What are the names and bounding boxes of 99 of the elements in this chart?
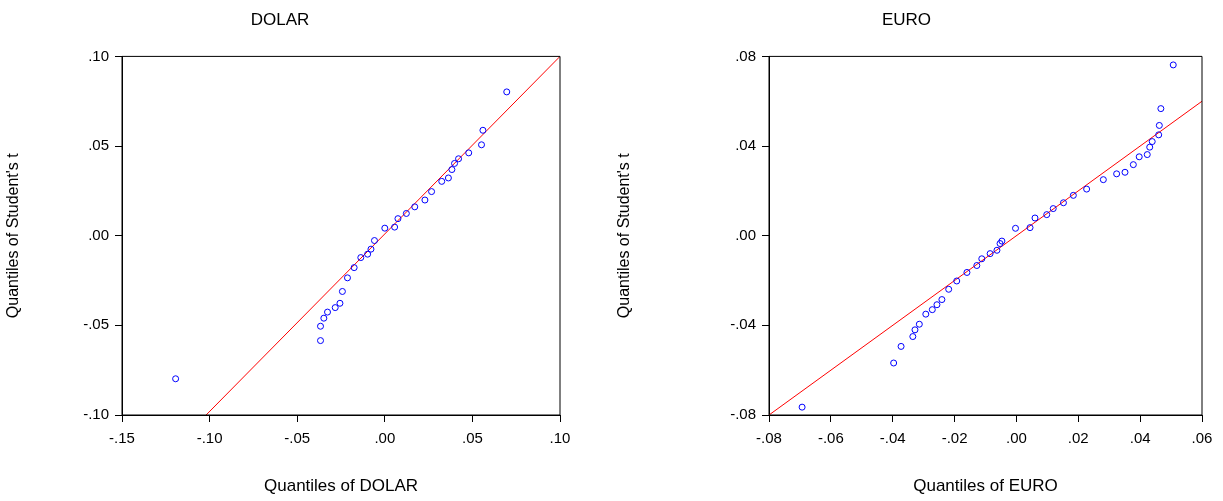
point	[897, 342, 905, 350]
point	[478, 141, 486, 149]
point	[915, 320, 923, 328]
point	[1069, 191, 1077, 199]
x-tick-label: -.05	[284, 429, 311, 447]
point	[479, 126, 487, 134]
point	[438, 177, 446, 185]
point	[798, 403, 806, 411]
x-tick-label: -.02	[941, 429, 968, 447]
point	[172, 375, 180, 383]
y-tick-label: -.08	[730, 405, 756, 423]
point	[1135, 153, 1143, 161]
point	[973, 262, 981, 270]
point	[909, 333, 917, 341]
point	[1148, 138, 1156, 146]
point	[1143, 151, 1151, 159]
point	[455, 155, 463, 163]
point	[421, 196, 429, 204]
y-axis-title: Quantiles of Student's t	[615, 152, 633, 319]
point	[1012, 224, 1019, 232]
point	[1043, 211, 1051, 219]
point	[465, 149, 473, 157]
point	[391, 223, 399, 231]
point	[411, 203, 419, 211]
chart-title: DOLAR	[250, 9, 310, 29]
point	[1113, 170, 1121, 178]
x-tick-label: -.08	[756, 429, 782, 447]
point	[1155, 121, 1163, 129]
point	[336, 299, 344, 307]
point	[998, 237, 1006, 245]
y-tick-label: -.04	[730, 315, 756, 333]
point	[1083, 185, 1091, 193]
point	[444, 174, 452, 182]
point	[938, 296, 946, 304]
x-tick-label: .02	[1067, 429, 1089, 447]
y-tick-label: .10	[88, 46, 109, 64]
point	[953, 277, 961, 285]
point	[986, 250, 994, 258]
x-tick-label: .00	[374, 429, 396, 447]
point	[317, 322, 324, 330]
x-tick-label: -.10	[196, 429, 223, 447]
point	[1026, 224, 1034, 232]
point	[922, 310, 930, 318]
point	[1146, 143, 1154, 151]
point	[394, 215, 402, 223]
point	[928, 306, 936, 314]
point	[993, 246, 1001, 254]
point	[911, 326, 919, 334]
point	[1169, 61, 1177, 69]
y-tick-label: .05	[88, 136, 109, 154]
point	[317, 337, 324, 345]
x-tick-label: .06	[1191, 429, 1213, 447]
point	[890, 359, 898, 367]
y-tick-label: .00	[88, 225, 109, 243]
y-tick-label: .08	[735, 46, 756, 64]
point	[996, 240, 1004, 248]
x-tick-label: -.06	[817, 429, 844, 447]
point	[503, 88, 511, 96]
point	[1121, 168, 1129, 176]
point	[343, 274, 351, 282]
point	[367, 245, 375, 253]
point	[1155, 131, 1163, 139]
point	[324, 308, 332, 316]
point	[1031, 214, 1039, 222]
point	[357, 254, 365, 262]
y-tick-label: -.05	[83, 315, 109, 333]
point	[370, 237, 378, 245]
y-axis-title: Quantiles of Student's t	[4, 152, 22, 319]
x-tick-label: -.15	[109, 429, 135, 447]
y-tick-label: -.10	[83, 405, 109, 423]
x-axis-title: Quantiles of EURO	[913, 476, 1058, 496]
chart-title: EURO	[881, 9, 932, 29]
point	[1157, 105, 1165, 113]
point	[978, 255, 986, 263]
y-tick-label: .04	[735, 136, 756, 154]
x-tick-label: .10	[549, 429, 571, 447]
point	[1049, 205, 1057, 213]
x-tick-label: .04	[1129, 429, 1151, 447]
point	[320, 314, 328, 322]
point	[381, 224, 389, 232]
point	[963, 268, 971, 276]
point	[1129, 161, 1137, 169]
point	[338, 287, 346, 295]
y-tick-label: .00	[735, 225, 756, 243]
point	[448, 166, 456, 174]
point	[428, 188, 436, 196]
x-tick-label: .00	[1006, 429, 1027, 447]
point	[402, 209, 410, 217]
x-tick-label: .05	[461, 429, 483, 447]
x-tick-label: -.04	[879, 429, 906, 447]
point	[350, 264, 358, 272]
point	[945, 285, 953, 293]
point	[933, 301, 941, 309]
point	[1059, 199, 1067, 207]
x-axis-title: Quantiles of DOLAR	[263, 476, 419, 496]
point	[1099, 176, 1107, 184]
point	[331, 304, 339, 312]
point	[451, 159, 459, 167]
point	[364, 250, 372, 258]
